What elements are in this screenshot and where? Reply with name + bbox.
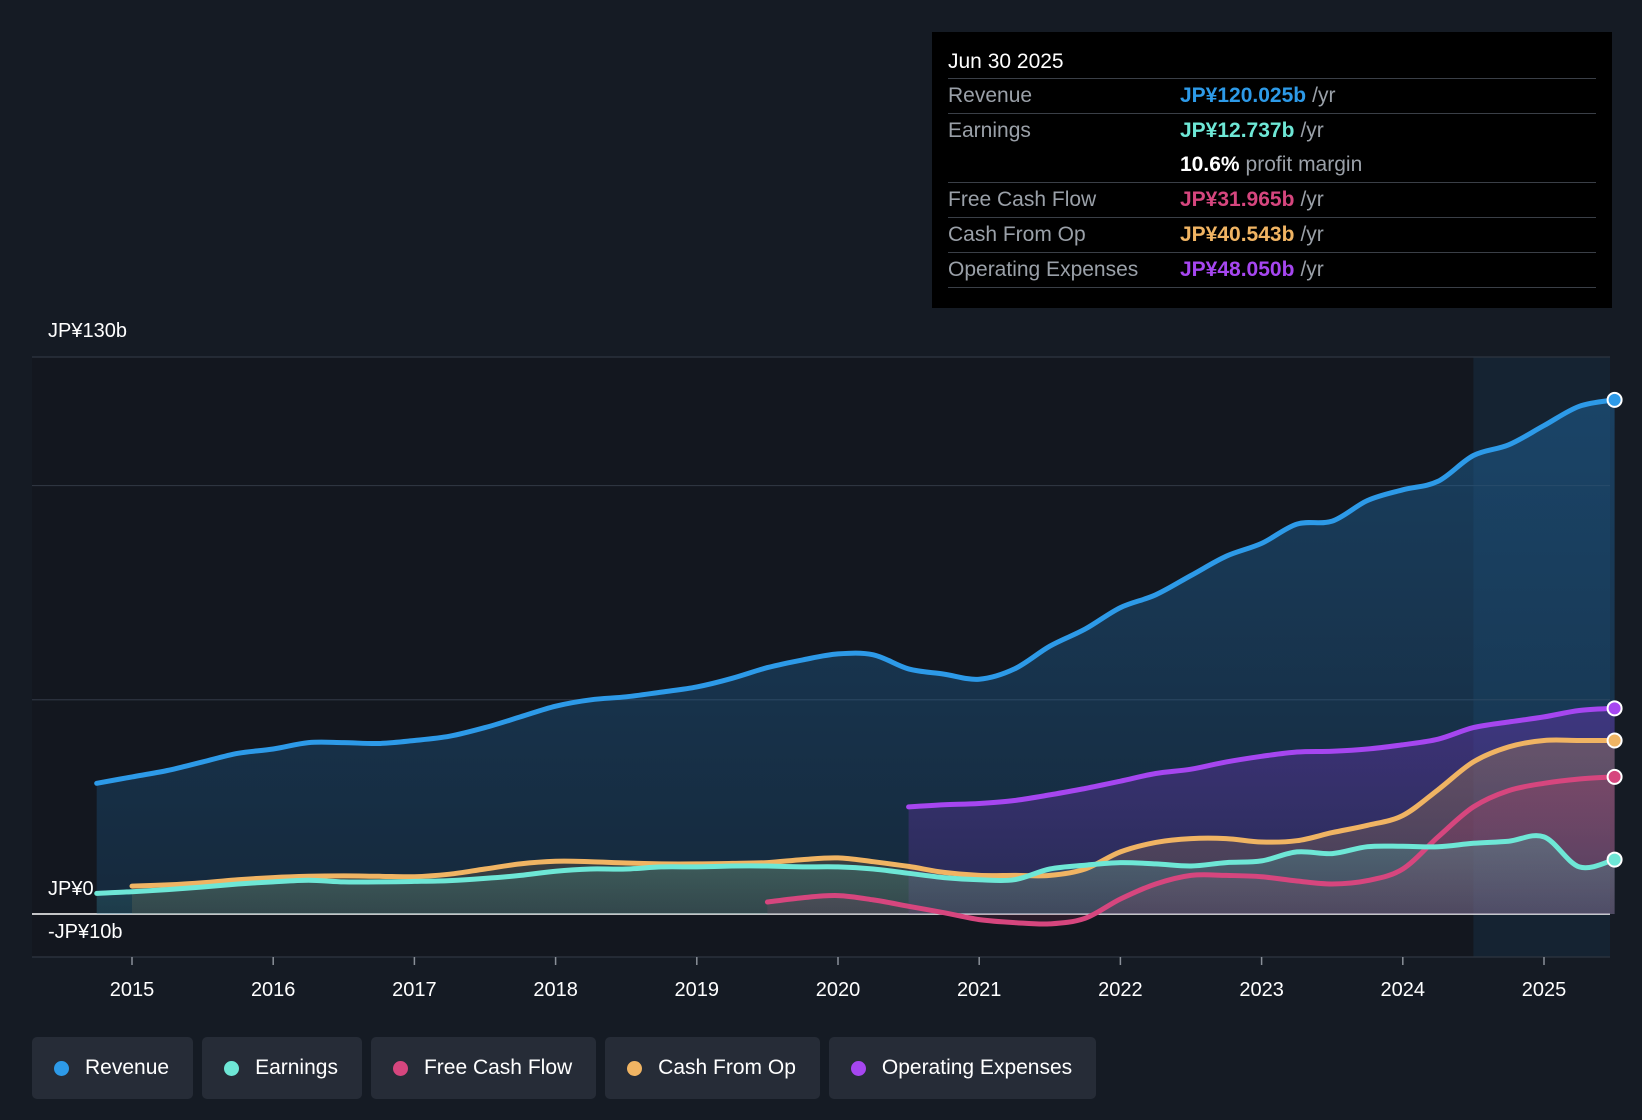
legend-label: Free Cash Flow	[423, 1056, 573, 1079]
tooltip-row-operating-expenses: Operating Expenses JP¥48.050b /yr	[948, 253, 1596, 288]
x-tick-label: 2015	[110, 979, 155, 1001]
legend-label: Earnings	[255, 1056, 338, 1079]
x-tick-label: 2018	[533, 979, 578, 1001]
legend-item-cash-from-op[interactable]: Cash From Op	[605, 1037, 820, 1099]
tooltip-label: Operating Expenses	[948, 258, 1139, 281]
x-tick-label: 2016	[251, 979, 296, 1001]
tooltip-date: Jun 30 2025	[948, 46, 1596, 79]
tooltip-unit: /yr	[1312, 84, 1336, 107]
y-label-top: JP¥130b	[48, 320, 127, 342]
x-tick-label: 2021	[957, 979, 1002, 1001]
x-tick-label: 2024	[1381, 979, 1426, 1001]
tooltip-label: Earnings	[948, 119, 1031, 142]
tooltip-label: Free Cash Flow	[948, 188, 1097, 211]
earnings-end-marker	[1606, 851, 1623, 868]
tooltip-unit: /yr	[1300, 119, 1324, 142]
operating-expenses-line	[906, 705, 1618, 810]
revenue-end-marker	[1606, 391, 1623, 408]
tooltip-value: JP¥48.050b	[1180, 258, 1295, 281]
x-tick-label: 2022	[1098, 979, 1143, 1001]
earnings-line	[94, 833, 1618, 896]
tooltip-value: JP¥12.737b	[1180, 119, 1295, 142]
tooltip-value: JP¥40.543b	[1180, 223, 1295, 246]
revenue-line	[94, 397, 1618, 786]
legend-label: Cash From Op	[658, 1056, 796, 1079]
x-tick-label: 2025	[1522, 979, 1567, 1001]
tooltip-row-free-cash-flow: Free Cash Flow JP¥31.965b /yr	[948, 183, 1596, 218]
tooltip-label: Revenue	[948, 84, 1033, 107]
tooltip-value: 10.6%	[1180, 153, 1240, 176]
x-tick-label: 2017	[392, 979, 437, 1001]
tooltip-row-earnings: Earnings JP¥12.737b /yr	[948, 114, 1596, 148]
x-tick-label: 2023	[1239, 979, 1284, 1001]
legend: Revenue Earnings Free Cash Flow Cash Fro…	[32, 1037, 1105, 1099]
y-label-negative: -JP¥10b	[48, 921, 123, 943]
tooltip-row-cash-from-op: Cash From Op JP¥40.543b /yr	[948, 218, 1596, 253]
legend-label: Operating Expenses	[881, 1056, 1073, 1079]
cash-from-op-dot-icon	[627, 1060, 643, 1076]
operating-expenses-end-marker	[1606, 700, 1623, 717]
legend-item-earnings[interactable]: Earnings	[202, 1037, 362, 1099]
tooltip-value: JP¥31.965b	[1180, 188, 1295, 211]
free-cash-flow-dot-icon	[392, 1060, 408, 1076]
tooltip-unit: /yr	[1300, 188, 1324, 211]
legend-item-operating-expenses[interactable]: Operating Expenses	[828, 1037, 1097, 1099]
free-cash-flow-line	[764, 774, 1618, 927]
tooltip-panel: Jun 30 2025 Revenue JP¥120.025b /yr Earn…	[932, 32, 1612, 308]
revenue-dot-icon	[54, 1060, 69, 1076]
tooltip-unit: /yr	[1300, 223, 1324, 246]
tooltip-unit: /yr	[1300, 258, 1324, 281]
tooltip-row-revenue: Revenue JP¥120.025b /yr	[948, 79, 1596, 114]
cash-from-op-line	[129, 737, 1618, 889]
tooltip-unit: profit margin	[1245, 153, 1363, 176]
earnings-dot-icon	[224, 1060, 240, 1076]
tooltip-value: JP¥120.025b	[1180, 84, 1307, 107]
cash-from-op-end-marker	[1606, 732, 1623, 749]
y-label-zero: JP¥0	[48, 878, 94, 900]
x-tick-label: 2020	[816, 979, 861, 1001]
legend-label: Revenue	[85, 1056, 170, 1079]
tooltip-label	[948, 148, 1180, 182]
operating-expenses-dot-icon	[850, 1060, 866, 1076]
x-tick-label: 2019	[675, 979, 720, 1001]
legend-item-revenue[interactable]: Revenue	[32, 1037, 194, 1099]
earnings-area	[96, 835, 1615, 914]
tooltip-label: Cash From Op	[948, 223, 1086, 246]
tooltip-row-profit-margin: 10.6% profit margin	[948, 148, 1596, 183]
legend-item-free-cash-flow[interactable]: Free Cash Flow	[370, 1037, 597, 1099]
free-cash-flow-end-marker	[1606, 768, 1623, 785]
